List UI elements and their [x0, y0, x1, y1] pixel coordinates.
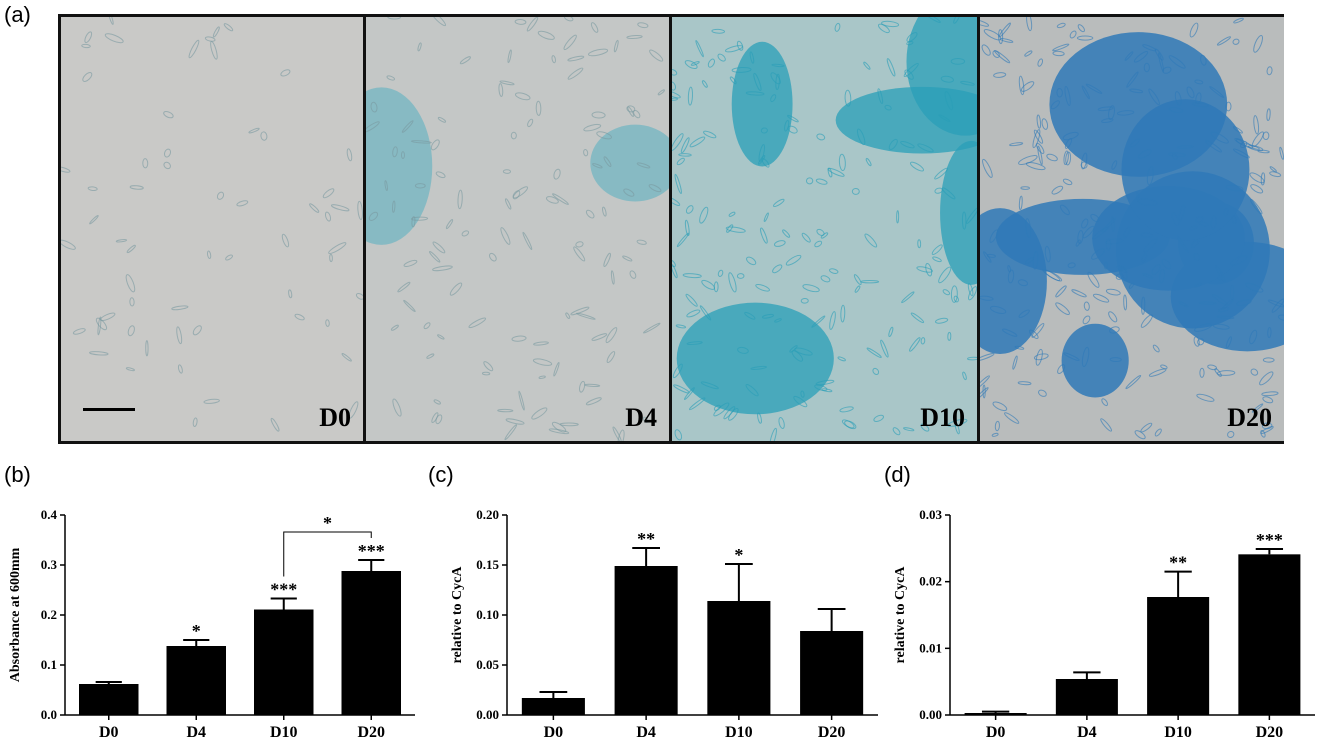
- panel-label-b: (b): [4, 462, 31, 487]
- panel-label-d: (d): [884, 462, 911, 487]
- significance-label: *: [192, 621, 201, 641]
- bar-d10: [707, 601, 771, 715]
- chart-svg: Type II Collegan mRNArelative to CycA0.0…: [450, 479, 878, 741]
- y-tick-label: 0.3: [41, 557, 58, 572]
- micrograph-label: D4: [625, 403, 657, 432]
- y-axis-label: relative to CycA: [893, 566, 908, 664]
- bar-d20: [341, 571, 401, 715]
- y-tick-label: 0.01: [919, 640, 942, 655]
- bar-d0: [79, 684, 139, 715]
- bar-d4: [1055, 679, 1118, 715]
- bar-d20: [800, 631, 864, 715]
- y-tick-label: 0.10: [476, 607, 499, 622]
- micrograph-texture: [61, 17, 363, 441]
- micrograph-label: D10: [920, 403, 965, 432]
- micrograph-label: D20: [1227, 403, 1272, 432]
- y-tick-label: 0.00: [919, 707, 942, 722]
- bar-d0: [521, 698, 585, 715]
- x-tick-label: D4: [1077, 724, 1097, 741]
- y-tick-label: 0.15: [476, 557, 499, 572]
- significance-label: ***: [270, 580, 297, 600]
- x-tick-label: D0: [544, 724, 564, 741]
- x-tick-label: D4: [186, 724, 206, 741]
- panel-label-c: (c): [428, 462, 454, 487]
- micrograph-texture: [980, 17, 1284, 441]
- x-tick-label: D20: [818, 724, 846, 741]
- x-tick-label: D10: [270, 724, 298, 741]
- significance-label: **: [1169, 553, 1187, 573]
- significance-label: ***: [1256, 530, 1283, 550]
- y-tick-label: 0.4: [41, 507, 58, 522]
- x-tick-label: D10: [1164, 724, 1192, 741]
- bar-d10: [1147, 597, 1210, 715]
- significance-label: **: [637, 529, 655, 549]
- bar-d4: [166, 646, 226, 715]
- x-tick-label: D20: [1256, 724, 1284, 741]
- bar-d10: [254, 609, 314, 715]
- micrograph-d0: D0: [61, 17, 363, 441]
- micrograph-strip: D0 D4 D10 D20: [58, 14, 1284, 444]
- comparison-bracket: [283, 531, 372, 577]
- micrograph-texture: [366, 17, 669, 441]
- micrograph-texture: [672, 17, 977, 441]
- y-tick-label: 0.03: [919, 507, 942, 522]
- y-tick-label: 0.0: [41, 707, 57, 722]
- x-tick-label: D4: [636, 724, 656, 741]
- micrograph-label: D0: [319, 403, 351, 432]
- y-tick-label: 0.02: [919, 574, 942, 589]
- x-tick-label: D20: [357, 724, 385, 741]
- y-tick-label: 0.05: [476, 657, 499, 672]
- y-tick-label: 0.00: [476, 707, 499, 722]
- y-axis-label: Absorbance at 600mm: [8, 547, 23, 682]
- chart-type-ii-collagen: Type II Collegan mRNArelative to CycA0.0…: [430, 479, 885, 744]
- bar-d0: [964, 713, 1027, 715]
- chart-type-x-collagen: Type X Collegan mRNArelative to CycA0.00…: [885, 479, 1324, 744]
- y-tick-label: 0.2: [41, 607, 57, 622]
- x-tick-label: D0: [99, 724, 119, 741]
- y-tick-label: 0.1: [41, 657, 57, 672]
- micrograph-d20: D20: [980, 17, 1284, 441]
- x-tick-label: D10: [725, 724, 753, 741]
- micrograph-d4: D4: [366, 17, 669, 441]
- y-axis-label: relative to CycA: [450, 566, 465, 664]
- y-tick-label: 0.20: [476, 507, 499, 522]
- significance-label: ***: [358, 541, 385, 561]
- x-tick-label: D0: [986, 724, 1006, 741]
- comparison-label: *: [323, 513, 332, 533]
- micrograph-d10: D10: [672, 17, 977, 441]
- chart-alcian-blue: Alcian blue quantificationAbsorbance at …: [0, 479, 430, 744]
- chart-svg: Type X Collegan mRNArelative to CycA0.00…: [893, 479, 1315, 741]
- bar-d4: [614, 566, 678, 715]
- significance-label: *: [734, 545, 743, 565]
- scale-bar: [83, 408, 135, 411]
- chart-svg: Alcian blue quantificationAbsorbance at …: [8, 479, 415, 741]
- bar-d20: [1238, 554, 1301, 715]
- panel-label-a: (a): [4, 2, 31, 27]
